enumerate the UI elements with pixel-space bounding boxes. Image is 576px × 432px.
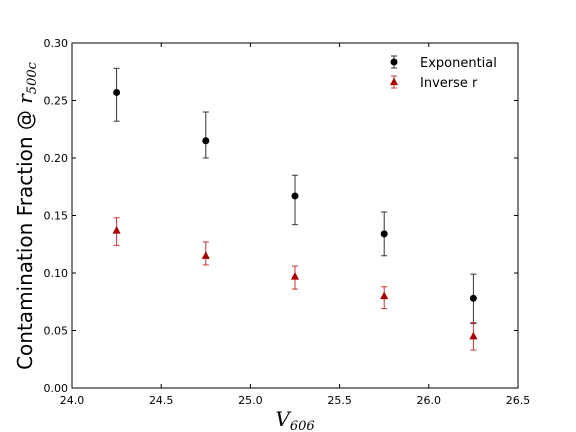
series-inverse-r (112, 217, 478, 351)
data-point (380, 230, 388, 238)
data-point (380, 291, 389, 300)
data-point (469, 331, 478, 340)
y-tick-label: 0.15 (44, 210, 69, 223)
data-marks (112, 67, 478, 351)
data-point (469, 294, 477, 302)
y-axis-label: Contamination Fraction @ r500c (13, 61, 40, 370)
y-tick-label: 0.05 (44, 325, 69, 338)
x-tick-label: 26.5 (506, 394, 531, 407)
legend-label: Exponential (420, 56, 497, 71)
x-tick-label: 26.0 (417, 394, 442, 407)
axis-ticks: 24.0 24.5 25.0 25.5 26.0 26.5 0.00 0.05 0.10 0.15… (44, 37, 531, 407)
x-tick-label: 25.5 (327, 394, 352, 407)
legend-label: Inverse r (420, 76, 478, 91)
series-exponential (113, 67, 477, 325)
legend-item: Exponential (390, 55, 497, 71)
data-point (113, 88, 121, 96)
y-tick-label: 0.20 (44, 152, 69, 165)
data-point (202, 137, 210, 145)
y-tick-label: 0.10 (44, 267, 69, 280)
legend: Exponential Inverse r (389, 55, 497, 91)
legend-marker (389, 77, 399, 86)
x-tick-label: 25.0 (238, 394, 263, 407)
legend-item: Inverse r (389, 75, 478, 91)
y-tick-label: 0.00 (44, 382, 69, 395)
y-tick-label: 0.30 (44, 37, 69, 50)
data-point (201, 251, 210, 259)
x-axis-label: V606 (275, 407, 314, 432)
data-point (112, 225, 121, 234)
legend-marker (390, 58, 398, 66)
y-tick-label: 0.25 (44, 95, 69, 108)
data-point (290, 271, 300, 280)
x-tick-label: 24.5 (149, 394, 174, 407)
data-point (291, 192, 299, 200)
x-tick-label: 24.0 (60, 394, 85, 407)
